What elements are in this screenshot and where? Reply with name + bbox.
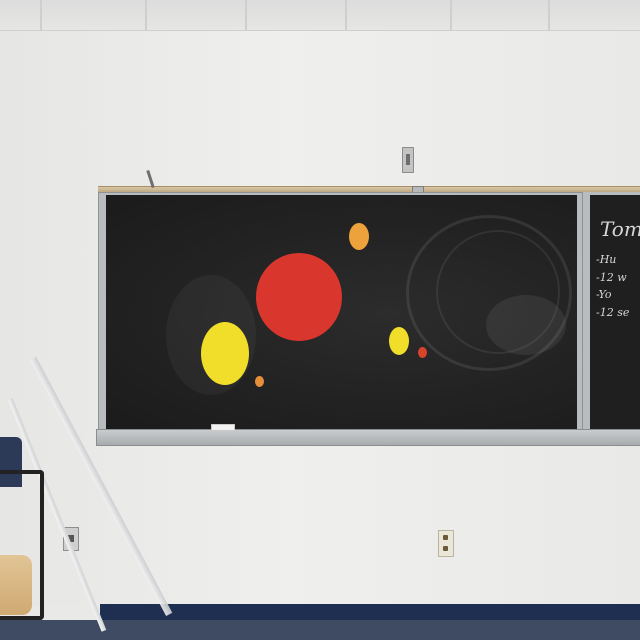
chalk-smudge (436, 230, 560, 354)
light-switch[interactable] (402, 147, 414, 173)
ceiling-seam (145, 0, 147, 30)
baseboard (100, 604, 640, 622)
floor (0, 620, 640, 640)
orange-planet-circle (349, 223, 369, 250)
chalkboard (106, 195, 577, 431)
outlet-socket (443, 546, 448, 551)
chalk-line: -12 w (596, 271, 627, 284)
ceiling-seam (245, 0, 247, 30)
second-chalkboard: Tom -Hu -12 w -Yo -12 se (590, 195, 640, 433)
small-orange-planet-circle (255, 376, 264, 387)
ceiling (0, 0, 640, 31)
chair-back (0, 437, 22, 487)
ceiling-seam (548, 0, 550, 30)
ceiling-seam (450, 0, 452, 30)
chalk-line: -Hu (596, 253, 617, 266)
sun-circle (256, 253, 342, 341)
outlet-socket (443, 535, 448, 540)
chalk-smudge (486, 295, 566, 355)
ceiling-seam (40, 0, 42, 30)
small-red-planet-circle (418, 347, 427, 358)
ceiling-seam (345, 0, 347, 30)
chalk-piece[interactable] (211, 424, 235, 431)
chair-frame (0, 470, 44, 620)
chalk-line: -Yo (596, 288, 612, 301)
chalk-smudge (406, 215, 572, 371)
chalk-tray (96, 429, 640, 446)
wall-outlet (438, 530, 454, 557)
chalk-line: Tom (600, 217, 640, 241)
chalk-line: -12 se (596, 306, 630, 319)
small-yellow-planet-circle (389, 327, 409, 355)
chair-seat (0, 555, 32, 615)
yellow-planet-circle (201, 322, 249, 385)
